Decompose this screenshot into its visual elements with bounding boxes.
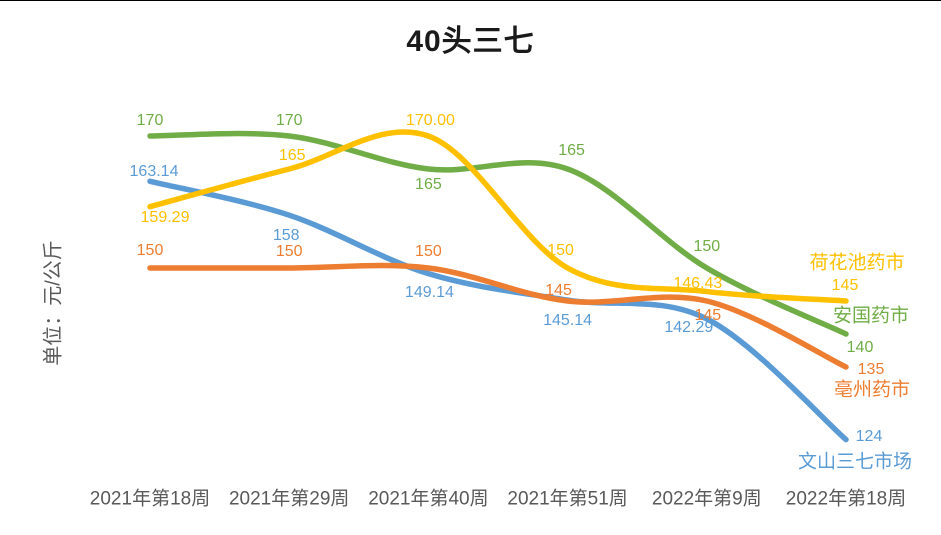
chart-title: 40头三七 <box>406 25 535 58</box>
data-label: 145.14 <box>543 312 593 330</box>
data-label: 165 <box>278 147 306 164</box>
series-line <box>147 178 849 443</box>
data-label: 135 <box>857 361 885 378</box>
data-label: 165 <box>415 176 442 193</box>
data-label: 150 <box>136 242 164 259</box>
data-label: 163.14 <box>129 163 179 181</box>
data-label: 145 <box>831 277 859 294</box>
series-end-label: 安国药市 <box>832 305 910 327</box>
series-end-label: 荷花池药市 <box>809 252 905 274</box>
data-label: 159.29 <box>140 208 190 226</box>
data-label: 145 <box>694 307 722 324</box>
x-axis-label: 2022年第18周 <box>785 488 907 510</box>
series-end-label: 亳州药市 <box>833 379 911 401</box>
data-label: 124 <box>855 427 883 445</box>
x-axis-label: 2021年第29周 <box>228 488 350 510</box>
data-label: 165 <box>558 142 585 159</box>
data-label: 170 <box>275 112 303 129</box>
data-label: 150 <box>415 243 442 260</box>
x-axis-label: 2022年第9周 <box>651 488 762 510</box>
series-line <box>147 129 849 304</box>
data-label: 145 <box>545 282 572 299</box>
data-label: 150 <box>547 242 574 259</box>
data-label: 142.29 <box>664 318 714 336</box>
data-label: 150 <box>693 238 721 255</box>
x-axis-label: 2021年第18周 <box>89 488 211 510</box>
data-label: 170 <box>136 112 164 129</box>
series-line <box>147 130 849 337</box>
series-line <box>147 262 849 370</box>
data-label: 170.00 <box>405 112 455 129</box>
data-label: 149.14 <box>404 283 454 301</box>
data-label: 146.43 <box>673 274 723 292</box>
data-label: 150 <box>275 243 303 260</box>
data-label: 140 <box>846 339 874 356</box>
data-label: 158 <box>272 227 300 245</box>
x-axis-label: 2021年第40周 <box>368 488 489 510</box>
series-end-label: 文山三七市场 <box>797 451 913 473</box>
x-axis-label: 2021年第51周 <box>507 488 628 510</box>
